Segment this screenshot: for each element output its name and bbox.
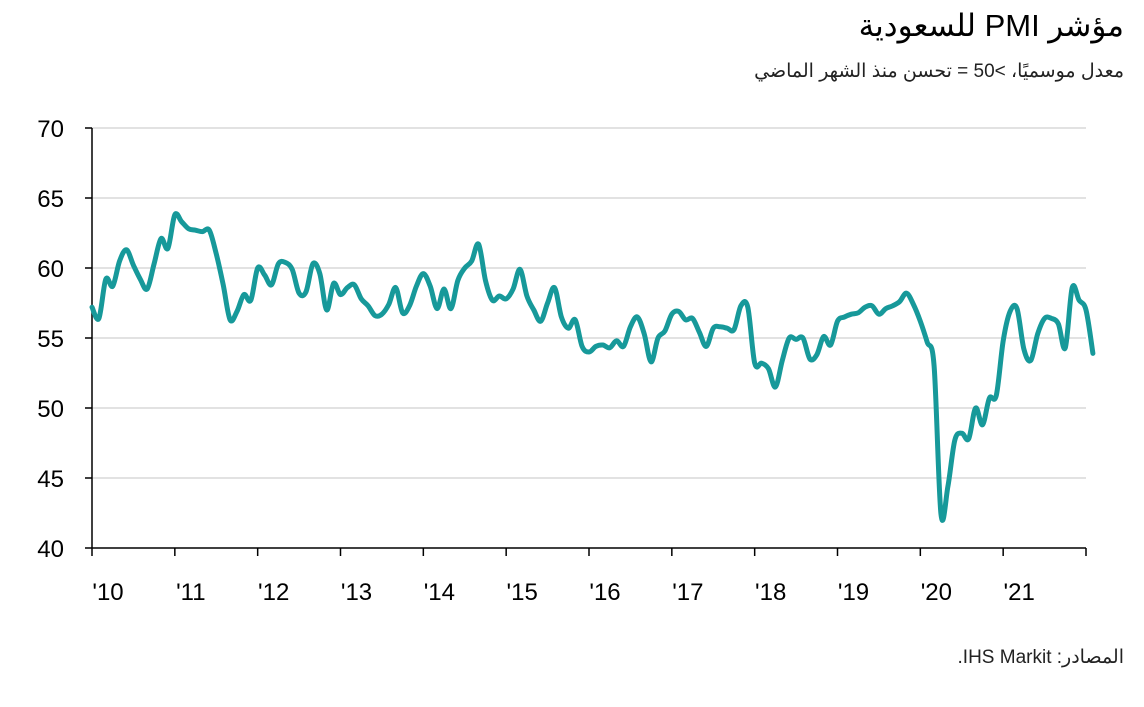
y-tick-label: 40 bbox=[37, 536, 64, 563]
x-tick-label: '17 bbox=[672, 579, 703, 606]
x-tick-label: '14 bbox=[424, 579, 455, 606]
source-note: المصادر: IHS Markit. bbox=[957, 647, 1124, 668]
x-tick-label: '12 bbox=[258, 579, 289, 606]
x-tick-label: '21 bbox=[1004, 579, 1035, 606]
y-tick-label: 45 bbox=[37, 466, 64, 493]
y-tick-label: 70 bbox=[37, 116, 64, 143]
chart-subtitle: معدل موسميًا، >50 = تحسن منذ الشهر الماض… bbox=[754, 61, 1124, 82]
x-axis-ticks: '10 '11 '12 '13 '14 '15 '16 '17 '18 '19 '20 '21 bbox=[92, 579, 1034, 606]
y-tick-label: 55 bbox=[37, 326, 64, 353]
y-tick-label: 50 bbox=[37, 396, 64, 423]
x-tick-label: '13 bbox=[341, 579, 372, 606]
y-tick-label: 65 bbox=[37, 186, 64, 213]
chart-title: مؤشر PMI للسعودية bbox=[858, 8, 1124, 43]
y-axis-ticks: 40 45 50 55 60 65 70 bbox=[37, 116, 64, 563]
x-tick-label: '11 bbox=[176, 579, 206, 606]
axes bbox=[85, 127, 1087, 556]
y-tick-label: 60 bbox=[37, 256, 64, 283]
x-tick-label: '10 bbox=[92, 579, 123, 606]
x-tick-label: '15 bbox=[507, 579, 538, 606]
x-tick-label: '16 bbox=[589, 579, 620, 606]
x-tick-label: '19 bbox=[838, 579, 869, 606]
pmi-series-line bbox=[89, 211, 1096, 523]
gridlines bbox=[92, 127, 1086, 479]
x-tick-label: '20 bbox=[921, 579, 952, 606]
x-tick-label: '18 bbox=[755, 579, 786, 606]
